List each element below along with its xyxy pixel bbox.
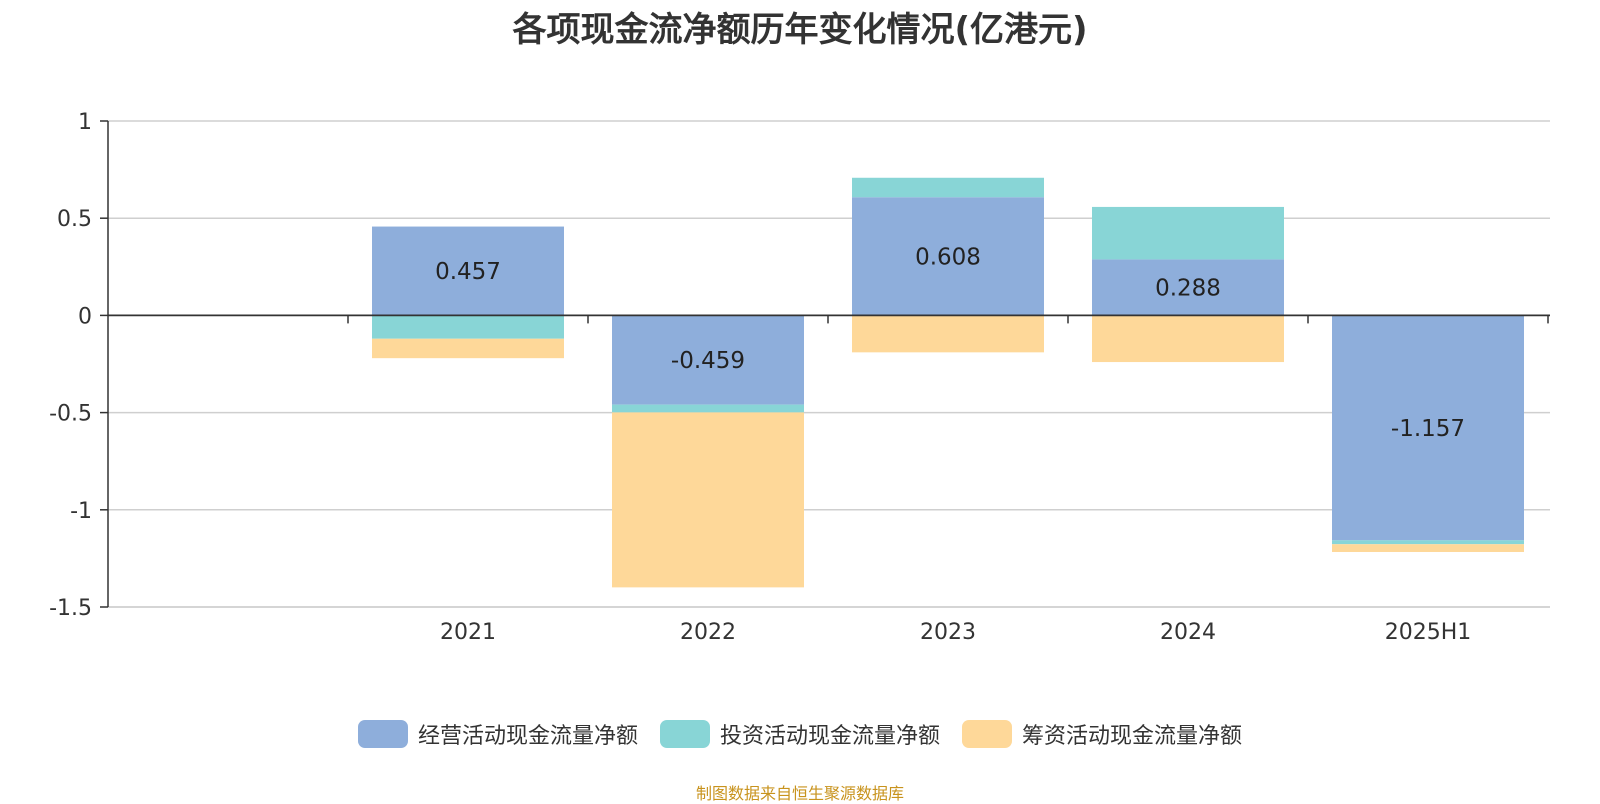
x-tick-label-2025H1: 2025H1 <box>1385 620 1472 645</box>
x-tick-label-2024: 2024 <box>1160 620 1216 645</box>
legend-item-investing[interactable]: 投资活动现金流量净额 <box>659 718 940 750</box>
data-labels: 0.457 -0.459 0.608 0.288 -1.157 <box>435 244 1465 442</box>
legend: 经营活动现金流量净额 投资活动现金流量净额 筹资活动现金流量净额 <box>0 718 1600 750</box>
data-label-2024: 0.288 <box>1155 275 1221 301</box>
legend-swatch-investing <box>659 720 710 748</box>
gridlines <box>108 120 1550 608</box>
legend-label-operating: 经营活动现金流量净额 <box>417 724 638 749</box>
bars <box>372 177 1524 588</box>
y-tick-label-1: 0.5 <box>57 207 92 232</box>
data-label-2021: 0.457 <box>435 259 501 285</box>
bar-s0-2023 <box>852 197 1044 316</box>
legend-label-financing: 筹资活动现金流量净额 <box>1022 724 1243 749</box>
y-tick-label-0: 1 <box>78 110 92 135</box>
chart-title: 各项现金流净额历年变化情况(亿港元) <box>512 10 1088 50</box>
legend-swatch-operating <box>357 720 408 748</box>
y-tick-label-4: -1 <box>70 499 92 524</box>
data-label-2022: -0.459 <box>671 348 745 374</box>
legend-item-operating[interactable]: 经营活动现金流量净额 <box>357 718 638 750</box>
x-tick-label-2023: 2023 <box>920 620 976 645</box>
data-label-2023: 0.608 <box>915 244 981 270</box>
bar-s1-2021 <box>372 315 564 339</box>
legend-label-investing: 投资活动现金流量净额 <box>719 724 940 749</box>
y-tick-label-5: -1.5 <box>49 596 92 621</box>
x-tick-label-2021: 2021 <box>440 620 496 645</box>
bar-s1-2025H1 <box>1332 540 1524 545</box>
bar-s2-2022 <box>612 412 804 588</box>
bar-s1-2023 <box>852 177 1044 198</box>
bar-s0-2024 <box>1092 259 1284 316</box>
bar-s0-2025H1 <box>1332 315 1524 541</box>
bar-s2-2025H1 <box>1332 544 1524 552</box>
bar-s2-2023 <box>852 315 1044 353</box>
y-tick-label-3: -0.5 <box>49 402 92 427</box>
source-note: 制图数据来自恒生聚源数据库 <box>695 784 904 803</box>
bar-s2-2024 <box>1092 315 1284 363</box>
bar-s1-2024 <box>1092 206 1284 260</box>
legend-swatch-financing <box>962 720 1012 748</box>
bar-s0-2021 <box>372 226 564 316</box>
x-tick-label-2022: 2022 <box>680 620 736 645</box>
bar-s0-2022 <box>612 315 804 405</box>
y-tick-label-2: 0 <box>78 304 92 329</box>
bar-s1-2022 <box>612 404 804 413</box>
bar-s2-2021 <box>372 338 564 359</box>
legend-item-financing[interactable]: 筹资活动现金流量净额 <box>962 718 1242 750</box>
axes: 1 0.5 0 -0.5 -1 -1.5 2021 2022 2023 2024 2025H1 <box>49 110 1550 645</box>
data-label-2025H1: -1.157 <box>1391 416 1465 442</box>
